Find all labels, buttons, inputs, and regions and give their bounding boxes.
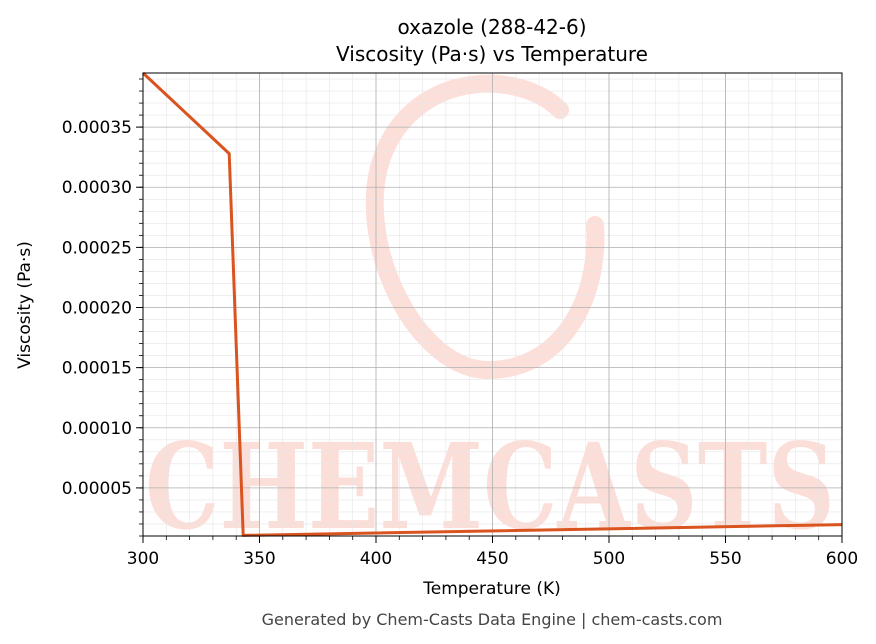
y-tick-label: 0.00025 — [62, 238, 132, 258]
x-tick-label: 300 — [127, 549, 159, 569]
x-tick-label: 600 — [826, 549, 858, 569]
y-tick-label: 0.00020 — [62, 299, 132, 319]
chart-title-line1: oxazole (288-42-6) — [397, 15, 586, 39]
watermark-logo: CHEMCASTS — [145, 74, 835, 556]
y-tick-label: 0.00035 — [62, 118, 132, 138]
x-tick-label: 550 — [709, 549, 741, 569]
x-axis-label: Temperature (K) — [422, 579, 561, 599]
series-line — [141, 71, 843, 537]
x-tick-label: 350 — [243, 549, 275, 569]
chart-title-line2: Viscosity (Pa·s) vs Temperature — [336, 42, 648, 66]
y-tick-label: 0.00010 — [62, 419, 132, 439]
x-tick-label: 450 — [476, 549, 508, 569]
watermark-swirl — [365, 74, 605, 380]
y-tick-label: 0.00015 — [62, 359, 132, 379]
series-layer — [141, 71, 843, 537]
x-tick-label: 400 — [360, 549, 392, 569]
footer-credit: Generated by Chem-Casts Data Engine | ch… — [262, 610, 723, 629]
y-tick-label: 0.00030 — [62, 178, 132, 198]
y-tick-label: 0.00005 — [62, 479, 132, 499]
y-axis-label: Viscosity (Pa·s) — [15, 241, 35, 369]
y-axis-ticks: 0.00005 0.00010 0.00015 0.00020 0.00025 0.000… — [62, 78, 143, 537]
watermark-text: CHEMCASTS — [145, 417, 835, 556]
x-axis-ticks: 300 350 400 450 500 550 600 — [127, 536, 858, 569]
x-tick-label: 500 — [593, 549, 625, 569]
